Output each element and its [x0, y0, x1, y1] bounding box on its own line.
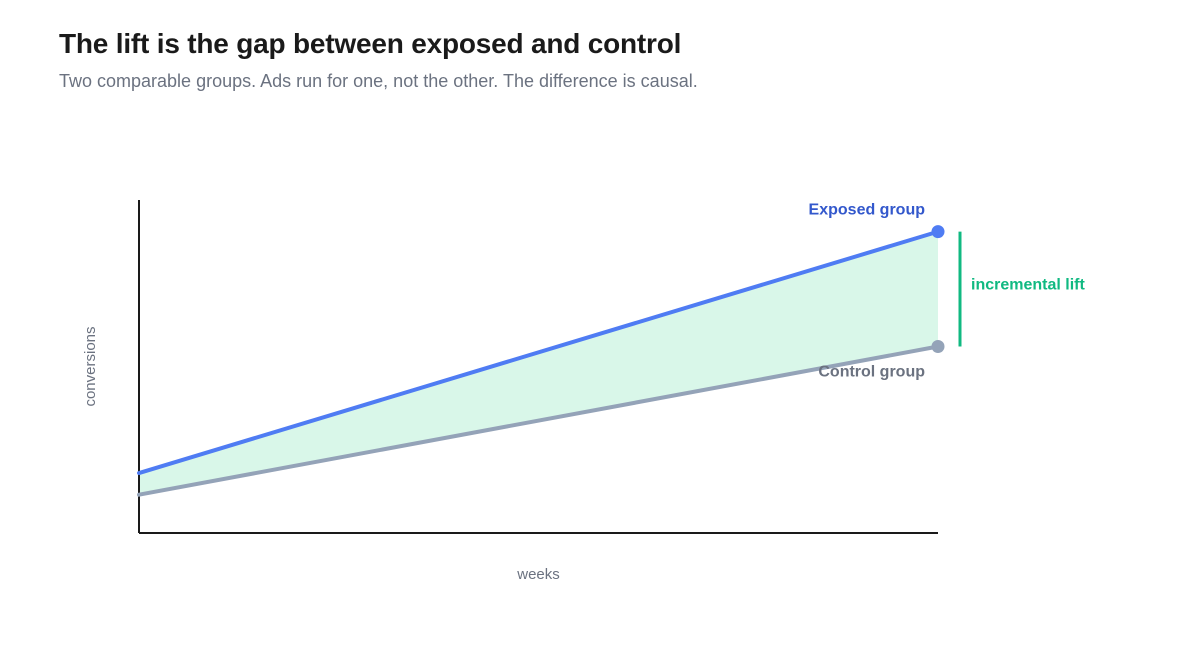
incremental-lift-label: incremental lift: [971, 276, 1085, 293]
control-series-label: Control group: [818, 364, 925, 381]
control-end-point: [931, 340, 945, 354]
control-series-line: [137, 344, 940, 497]
y-axis-label: conversions: [82, 326, 99, 406]
chart-subtitle: Two comparable groups. Ads run for one, …: [59, 71, 698, 91]
lift-area: [139, 231, 938, 495]
x-axis-label: weeks: [516, 566, 560, 583]
chart-title: The lift is the gap between exposed and …: [59, 28, 682, 59]
exposed-series-line: [137, 229, 940, 476]
exposed-end-point: [931, 225, 945, 239]
exposed-series-label: Exposed group: [809, 202, 926, 219]
